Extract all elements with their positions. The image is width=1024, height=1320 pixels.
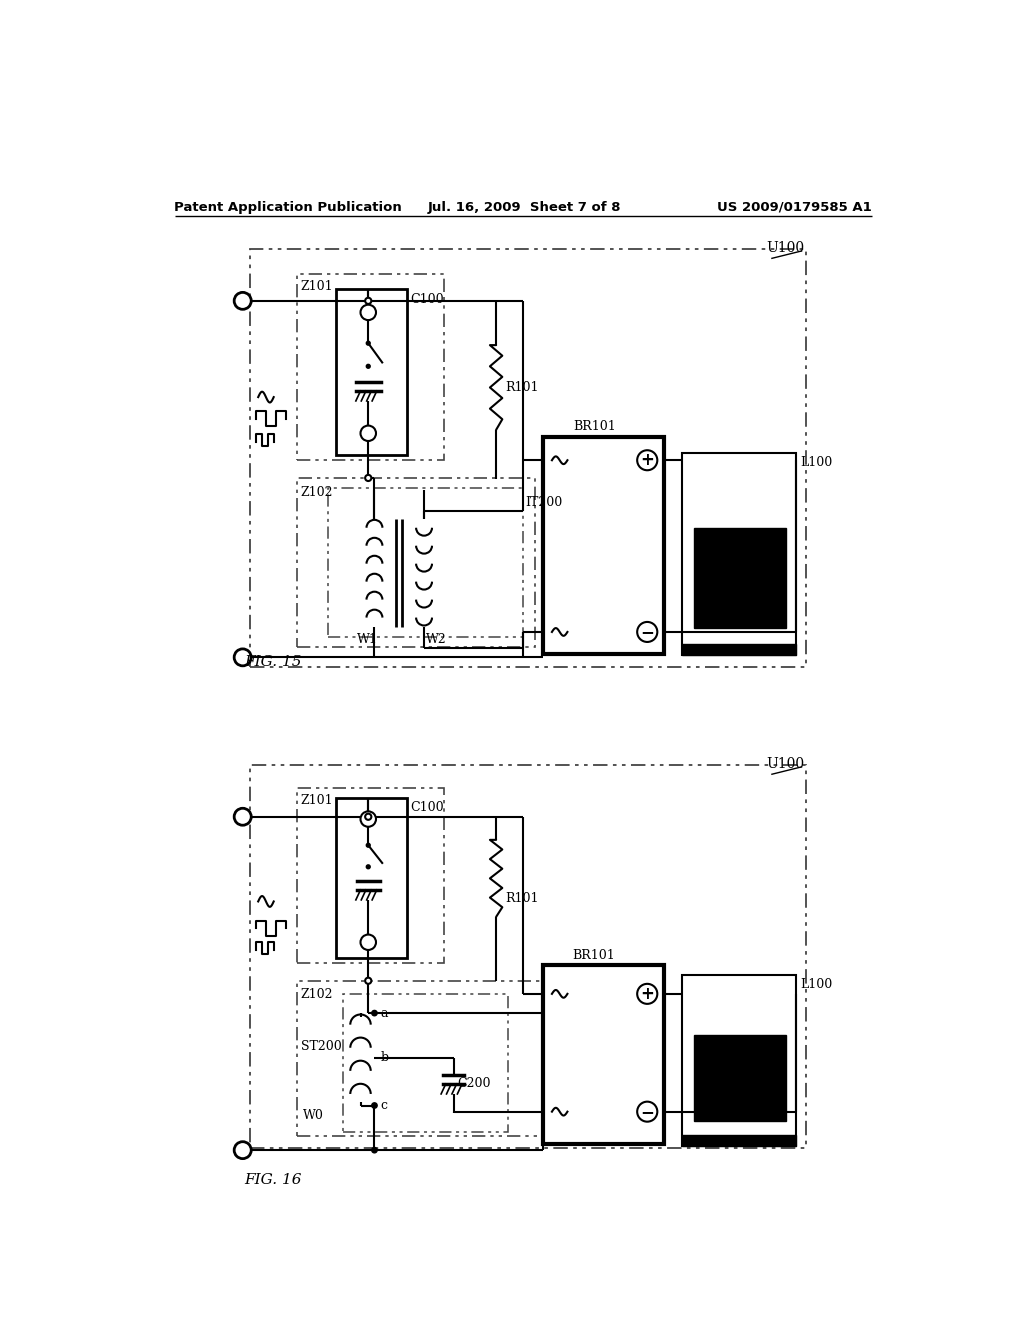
Text: Z101: Z101 <box>301 280 334 293</box>
Bar <box>682 644 796 655</box>
Circle shape <box>367 865 371 869</box>
Circle shape <box>366 978 372 983</box>
Circle shape <box>234 649 251 665</box>
Text: U100: U100 <box>766 242 805 256</box>
Text: C100: C100 <box>410 801 443 814</box>
Text: −: − <box>640 623 654 642</box>
Circle shape <box>637 622 657 642</box>
Circle shape <box>637 983 657 1003</box>
Bar <box>336 289 407 455</box>
Text: Z101: Z101 <box>301 795 334 808</box>
Bar <box>251 766 806 1148</box>
Text: c: c <box>381 1100 388 1111</box>
Text: FIG. 16: FIG. 16 <box>245 1173 302 1187</box>
Circle shape <box>367 364 371 368</box>
Text: ST200: ST200 <box>301 1040 342 1053</box>
Circle shape <box>360 425 376 441</box>
Circle shape <box>366 813 372 820</box>
Circle shape <box>637 450 657 470</box>
Text: BR101: BR101 <box>572 949 614 961</box>
Bar <box>682 1135 796 1146</box>
Text: C200: C200 <box>458 1077 490 1090</box>
Text: −: − <box>640 1102 654 1121</box>
Circle shape <box>234 1142 251 1159</box>
Text: b: b <box>381 1051 389 1064</box>
Text: R101: R101 <box>506 380 539 393</box>
Bar <box>297 275 444 461</box>
Text: R101: R101 <box>506 892 539 906</box>
Bar <box>682 974 796 1146</box>
Circle shape <box>367 342 371 345</box>
Text: W1: W1 <box>357 632 378 645</box>
Text: Jul. 16, 2009  Sheet 7 of 8: Jul. 16, 2009 Sheet 7 of 8 <box>428 201 622 214</box>
Text: L100: L100 <box>800 978 833 991</box>
Bar <box>336 797 407 958</box>
Circle shape <box>372 1147 377 1152</box>
Bar <box>297 981 599 1137</box>
Circle shape <box>360 305 376 321</box>
Text: Z102: Z102 <box>301 486 334 499</box>
Circle shape <box>360 812 376 826</box>
Bar <box>297 478 535 647</box>
Bar <box>543 437 665 653</box>
Circle shape <box>372 1102 377 1109</box>
Text: C100: C100 <box>410 293 443 306</box>
Bar <box>297 788 444 964</box>
Text: +: + <box>640 985 654 1003</box>
Text: IT200: IT200 <box>525 496 563 508</box>
Text: U100: U100 <box>766 758 805 771</box>
Text: W0: W0 <box>303 1109 324 1122</box>
Text: W2: W2 <box>426 632 446 645</box>
Bar <box>682 453 796 655</box>
Text: Z102: Z102 <box>301 989 334 1002</box>
Bar <box>343 994 508 1133</box>
Text: L100: L100 <box>800 457 833 470</box>
Circle shape <box>234 808 251 825</box>
Circle shape <box>366 475 372 480</box>
Circle shape <box>360 935 376 950</box>
Bar <box>693 1035 786 1121</box>
Circle shape <box>367 843 371 847</box>
Circle shape <box>637 1102 657 1122</box>
Text: FIG. 15: FIG. 15 <box>245 655 302 669</box>
Bar <box>251 249 806 667</box>
Text: +: + <box>640 451 654 469</box>
Circle shape <box>372 1010 377 1016</box>
Circle shape <box>366 298 372 304</box>
Bar <box>543 965 665 1144</box>
Bar <box>328 488 523 638</box>
Text: a: a <box>381 1007 388 1019</box>
Text: Patent Application Publication: Patent Application Publication <box>174 201 402 214</box>
Circle shape <box>234 293 251 309</box>
Text: US 2009/0179585 A1: US 2009/0179585 A1 <box>717 201 872 214</box>
Bar <box>693 528 786 628</box>
Text: BR101: BR101 <box>573 420 616 433</box>
